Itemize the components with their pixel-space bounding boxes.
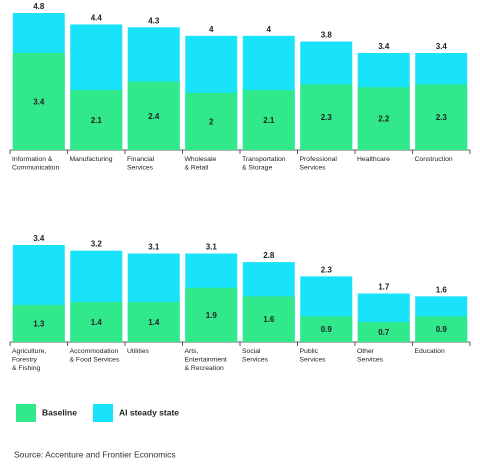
x-tick-label: Financial Services <box>127 156 155 172</box>
x-tick-label: Information & Communication <box>12 156 59 172</box>
bar <box>357 87 410 150</box>
bar <box>127 81 180 150</box>
bar <box>300 84 353 150</box>
x-tick-label: Public Services <box>300 348 327 364</box>
value-label: 1.6 <box>436 285 448 294</box>
x-tick-label: Arts, Entertainment & Recreation <box>185 348 227 372</box>
value-label: 1.9 <box>206 311 218 320</box>
value-label: 2.3 <box>321 113 333 122</box>
value-label: 3.8 <box>321 31 333 40</box>
value-label: 4.3 <box>148 16 160 25</box>
source-note: Source: Accenture and Frontier Economics <box>14 449 176 459</box>
legend-label: AI steady state <box>119 407 179 417</box>
bar <box>12 52 65 151</box>
bar <box>70 90 123 150</box>
value-label: 3.1 <box>206 243 218 252</box>
value-label: 1.6 <box>263 315 275 324</box>
bar <box>185 287 238 342</box>
bar <box>127 302 180 342</box>
value-label: 3.4 <box>33 97 45 106</box>
x-tick-label: Transportation & Storage <box>242 156 286 172</box>
value-label: 0.9 <box>436 325 448 334</box>
value-label: 1.4 <box>148 318 160 327</box>
value-label: 3.1 <box>148 243 160 252</box>
bar <box>12 304 65 342</box>
bar <box>242 296 295 342</box>
bar <box>70 302 123 342</box>
value-label: 0.7 <box>378 328 390 337</box>
value-label: 2.2 <box>378 115 390 124</box>
value-label: 3.2 <box>91 240 103 249</box>
value-label: 4 <box>209 25 214 34</box>
value-label: 3.4 <box>378 42 390 51</box>
x-tick-label: Agriculture, Forestry & Fishing <box>12 348 46 372</box>
legend-swatch <box>16 404 36 422</box>
x-tick-label: Wholesale & Retail <box>185 156 217 172</box>
bar <box>242 90 295 150</box>
x-tick-label: Healthcare <box>357 156 390 163</box>
value-label: 4.4 <box>91 13 103 22</box>
value-label: 3.4 <box>436 42 448 51</box>
legend-swatch <box>93 404 113 422</box>
value-label: 2.3 <box>436 113 448 122</box>
value-label: 0.9 <box>321 325 333 334</box>
bar <box>415 84 468 150</box>
value-label: 2.1 <box>91 116 103 125</box>
bar <box>415 316 468 342</box>
value-label: 1.4 <box>91 318 103 327</box>
x-tick-label: Education <box>415 348 445 355</box>
x-tick-label: Social Services <box>242 348 269 364</box>
x-tick-label: Construction <box>415 156 453 163</box>
value-label: 3.4 <box>33 234 45 243</box>
value-label: 4 <box>267 25 272 34</box>
bar <box>300 316 353 342</box>
value-label: 1.7 <box>378 282 390 291</box>
x-tick-label: Utilities <box>127 348 150 355</box>
x-tick-label: Manufacturing <box>70 156 113 163</box>
value-label: 2 <box>209 117 214 126</box>
value-label: 1.3 <box>33 319 45 328</box>
value-label: 2.1 <box>263 116 275 125</box>
bar <box>185 92 238 150</box>
x-tick-label: Other Services <box>357 348 384 364</box>
value-label: 4.8 <box>33 2 45 11</box>
value-label: 2.8 <box>263 251 275 260</box>
value-label: 2.4 <box>148 112 160 121</box>
bar <box>357 322 410 342</box>
x-tick-label: Accommodation & Food Services <box>70 348 120 364</box>
legend-label: Baseline <box>42 407 77 417</box>
x-tick-label: Professional Services <box>300 156 338 172</box>
value-label: 2.3 <box>321 265 333 274</box>
